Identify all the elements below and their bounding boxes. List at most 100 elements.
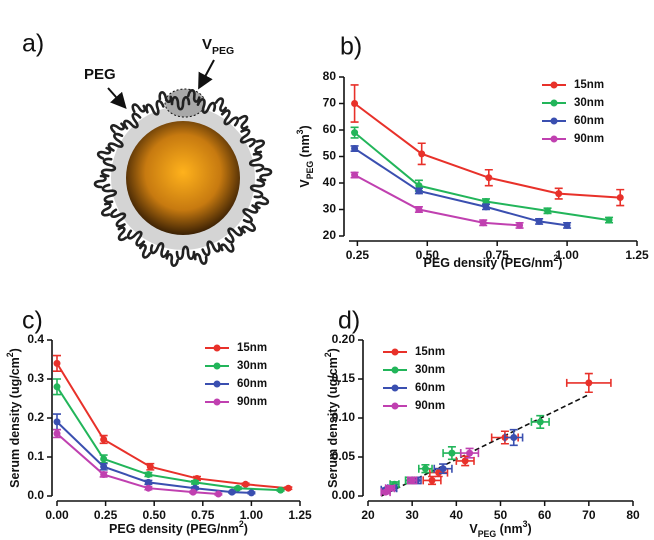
label-part: (nm (298, 134, 312, 160)
label-part: V (298, 179, 312, 188)
vpeg-arrow (198, 59, 215, 90)
point (461, 457, 469, 465)
peg-chain (238, 114, 249, 130)
label-part: ) (326, 348, 340, 352)
legend-label: 90nm (574, 133, 604, 145)
x-axis-title: VPEG (nm3) (469, 519, 531, 539)
legend-label: 30nm (415, 364, 445, 376)
label-part: 3 (523, 519, 528, 529)
peg-chain (131, 103, 147, 113)
peg-chain (96, 146, 112, 160)
x-tick-label: 70 (582, 508, 596, 522)
label-part: PEG (478, 529, 497, 539)
label-part: ) (8, 348, 22, 352)
x-tick-label: 50 (494, 508, 508, 522)
label-part: ) (298, 125, 312, 129)
y-tick-label: 0.1 (27, 449, 44, 463)
x-axis-title: PEG density (PEG/nm2) (109, 519, 248, 536)
peg-chain (107, 132, 124, 152)
chart-panel: b) 20 30 40 50 60 70 80 0.25 0.50 0.75 1.00 1.25 PEG … (295, 33, 649, 271)
y-tick-label: 30 (323, 202, 337, 216)
point (53, 359, 61, 367)
legend-label: 15nm (574, 79, 604, 91)
point (100, 435, 108, 443)
legend-marker (391, 384, 399, 392)
legend-marker (213, 344, 221, 352)
point (408, 476, 416, 484)
peg-chain (239, 128, 256, 148)
label-part: ) (244, 522, 248, 536)
legend-label: 15nm (415, 346, 445, 358)
series-line (56, 362, 289, 490)
peg-chain (175, 245, 196, 261)
legend-label: 60nm (237, 378, 267, 390)
peg-chain (110, 208, 127, 228)
point (284, 484, 292, 492)
trend-line (380, 393, 590, 497)
y-tick-label: 80 (323, 69, 337, 83)
point (144, 478, 152, 486)
x-tick-label: 0.75 (486, 248, 510, 262)
legend-marker (550, 99, 558, 107)
peg-chain (254, 196, 270, 210)
x-tick-label: 60 (538, 508, 552, 522)
gold-core (126, 121, 240, 235)
peg-chain (158, 91, 173, 104)
legend-label: 15nm (237, 342, 267, 354)
point (585, 379, 593, 387)
legend-marker (391, 402, 399, 410)
nanoparticle-diagram: a) PEG VPEG (22, 30, 273, 268)
point (351, 100, 359, 107)
peg-chain (110, 122, 125, 134)
y-tick-label: 0.2 (27, 410, 44, 424)
series-line (354, 174, 520, 227)
panel-label: c) (22, 307, 43, 335)
point (415, 182, 423, 190)
point (418, 150, 426, 158)
y-tick-label: 0.05 (332, 449, 356, 463)
y-tick-label: 0.00 (332, 488, 356, 502)
x-tick-label: 0.25 (346, 248, 370, 262)
x-tick-label: 1.25 (288, 508, 312, 522)
legend-marker (550, 117, 558, 125)
point (516, 221, 524, 229)
point (479, 219, 487, 227)
point (351, 129, 359, 137)
peg-chain (201, 240, 221, 257)
peg-chain (123, 112, 142, 130)
point (535, 217, 543, 225)
x-tick-label: 40 (450, 508, 464, 522)
x-tick-label: 0.75 (191, 508, 215, 522)
peg-chain (214, 97, 228, 113)
y-axis-title: VPEG (nm3) (295, 125, 315, 187)
point (191, 478, 199, 486)
x-tick-label: 0.00 (45, 508, 69, 522)
label-part: 2 (5, 352, 15, 357)
label-part: 3 (295, 129, 305, 134)
peg-chain (224, 226, 243, 244)
y-tick-label: 0.15 (332, 371, 356, 385)
series-line (56, 386, 281, 492)
legend-marker (391, 366, 399, 374)
label-part: Serum density (ug/cm (326, 357, 340, 488)
point (616, 194, 624, 202)
x-tick-label: 1.00 (240, 508, 264, 522)
x-tick-label: 1.00 (555, 248, 579, 262)
y-tick-label: 60 (323, 122, 337, 136)
x-axis-title: PEG density (PEG/nm2) (424, 253, 563, 270)
point (482, 198, 490, 206)
peg-chain (170, 95, 191, 111)
legend-label: 30nm (574, 97, 604, 109)
peg-chain (187, 88, 201, 103)
point (563, 221, 571, 229)
y-tick-label: 0.0 (27, 488, 44, 502)
x-tick-label: 0.50 (143, 508, 167, 522)
point (510, 434, 518, 441)
x-tick-label: 30 (405, 508, 419, 522)
y-tick-label: 0.4 (27, 332, 44, 346)
point (382, 488, 390, 496)
peg-chain (138, 243, 152, 259)
peg-chain (165, 253, 179, 268)
point (144, 484, 152, 492)
